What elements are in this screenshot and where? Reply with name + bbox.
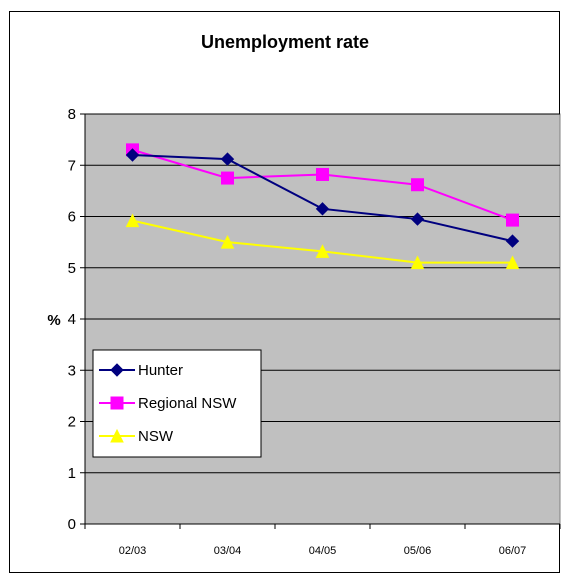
legend-label: Hunter <box>138 362 183 379</box>
data-point-hunter <box>505 234 520 248</box>
data-point-nsw <box>220 235 235 249</box>
data-point-regional-nsw <box>411 178 424 192</box>
x-tick-label: 02/03 <box>119 545 147 557</box>
data-point-hunter <box>220 152 235 166</box>
y-tick-label: 2 <box>68 414 76 431</box>
legend-swatch-marker <box>110 363 124 377</box>
data-point-regional-nsw <box>506 213 519 227</box>
y-tick-label: 5 <box>68 260 76 277</box>
x-tick-label: 05/06 <box>404 545 432 557</box>
data-point-regional-nsw <box>316 167 329 181</box>
data-point-hunter <box>410 212 425 226</box>
series-hunter <box>125 148 520 248</box>
legend-swatch-marker <box>110 396 124 410</box>
data-point-hunter <box>315 202 330 216</box>
data-point-nsw <box>505 255 520 270</box>
y-tick-label: 4 <box>68 311 76 328</box>
legend: Hunter Regional NSW NSW <box>92 349 262 458</box>
series-layer <box>125 143 520 270</box>
x-tick-label: 06/07 <box>499 545 527 557</box>
legend-item-nsw: NSW <box>99 428 174 445</box>
y-tick-label: 0 <box>68 516 76 533</box>
y-tick-label: 1 <box>68 465 76 482</box>
x-axis: 02/03 03/04 04/05 05/06 06/07 <box>84 523 561 557</box>
y-tick-label: 6 <box>68 209 76 226</box>
data-point-nsw <box>125 213 140 228</box>
data-point-nsw <box>410 255 425 270</box>
series-nsw <box>125 213 520 270</box>
chart-title: Unemployment rate <box>201 32 369 52</box>
legend-item-regional-nsw: Regional NSW <box>99 395 237 412</box>
y-tick-label: 3 <box>68 362 76 379</box>
y-tick-label: 7 <box>68 157 76 174</box>
legend-label: NSW <box>138 428 174 445</box>
y-axis: 0 1 2 3 4 5 6 7 8 <box>68 106 86 533</box>
legend-item-hunter: Hunter <box>99 362 183 379</box>
data-point-hunter <box>125 148 140 162</box>
data-point-nsw <box>315 244 330 258</box>
y-tick-label: 8 <box>68 106 76 123</box>
y-axis-label: % <box>47 312 60 329</box>
x-tick-label: 04/05 <box>309 545 337 557</box>
x-tick-label: 03/04 <box>214 545 242 557</box>
data-point-regional-nsw <box>221 171 234 185</box>
legend-label: Regional NSW <box>138 395 237 412</box>
legend-swatch-marker <box>110 428 124 443</box>
